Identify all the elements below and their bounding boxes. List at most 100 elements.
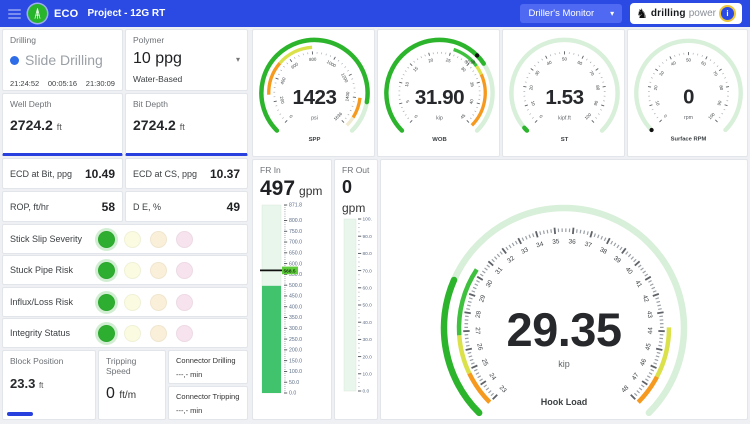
risk-indicator-active <box>98 325 115 342</box>
bit-depth-value: 2724.2 <box>133 117 176 133</box>
svg-text:100.0: 100.0 <box>363 217 373 223</box>
block-position-unit: ft <box>39 381 43 390</box>
risk-indicator-active <box>98 294 115 311</box>
risk-indicator <box>124 262 141 279</box>
app-logo <box>28 4 47 23</box>
risk-indicator <box>150 262 167 279</box>
svg-text:300.0: 300.0 <box>289 326 302 332</box>
svg-text:20: 20 <box>528 84 534 90</box>
svg-text:29: 29 <box>478 294 487 303</box>
menu-icon[interactable] <box>8 9 21 19</box>
svg-text:60.0: 60.0 <box>363 286 373 292</box>
svg-text:45: 45 <box>644 342 652 351</box>
svg-text:42: 42 <box>641 294 650 303</box>
svg-text:800: 800 <box>309 57 317 62</box>
svg-text:44: 44 <box>647 327 654 335</box>
svg-text:0: 0 <box>538 114 544 120</box>
svg-text:30: 30 <box>658 70 665 77</box>
svg-text:35: 35 <box>552 238 560 246</box>
connector-tripping-label: Connector Tripping <box>176 392 240 401</box>
brand-name-bold: drilling <box>651 8 686 19</box>
block-position-label: Block Position <box>10 356 88 366</box>
svg-text:0: 0 <box>663 113 669 119</box>
svg-text:40.0: 40.0 <box>363 320 373 326</box>
view-selector-label: Driller's Monitor <box>528 8 594 19</box>
connector-drilling-value: ---,- min <box>176 370 240 379</box>
svg-text:15: 15 <box>412 65 419 72</box>
svg-text:20: 20 <box>653 84 659 90</box>
svg-text:200.0: 200.0 <box>289 348 302 354</box>
svg-text:1000: 1000 <box>326 59 337 69</box>
svg-text:50.0: 50.0 <box>363 303 373 309</box>
integrity-indicators <box>98 325 193 342</box>
brand-name-light: power <box>689 8 716 19</box>
svg-text:32: 32 <box>506 255 516 265</box>
svg-text:100.0: 100.0 <box>289 369 302 375</box>
svg-text:60: 60 <box>700 60 707 67</box>
polymer-selector[interactable]: 10 ppg ▾ <box>133 50 240 68</box>
svg-text:20: 20 <box>428 57 435 63</box>
chevron-down-icon: ▾ <box>236 55 240 64</box>
flow-in-value: 497 <box>260 177 295 201</box>
integrity-row: Integrity Status <box>2 318 248 348</box>
info-icon[interactable]: i <box>719 5 736 22</box>
svg-text:40: 40 <box>468 98 474 105</box>
ecd-cs-cell: ECD at CS, ppg 10.37 <box>125 158 248 189</box>
risk-indicator <box>176 294 193 311</box>
stick-slip-label: Stick Slip Severity <box>10 234 98 244</box>
svg-text:50.0: 50.0 <box>289 380 299 386</box>
risk-indicator <box>150 294 167 311</box>
svg-text:30.00: 30.00 <box>465 59 476 64</box>
svg-text:40: 40 <box>546 59 553 66</box>
bit-depth-unit: ft <box>180 122 185 132</box>
svg-text:0: 0 <box>683 87 694 109</box>
flow-in-unit: gpm <box>299 184 322 198</box>
flow-out-card: FR Out 0 gpm 100.090.080.070.060.050.040… <box>334 159 378 420</box>
svg-text:30: 30 <box>485 279 495 289</box>
svg-text:10: 10 <box>404 81 410 88</box>
svg-text:700.0: 700.0 <box>289 240 302 246</box>
block-position-value: 23.3 <box>10 376 35 391</box>
svg-text:450.0: 450.0 <box>289 294 302 300</box>
risk-indicator <box>150 325 167 342</box>
time-start: 21:24:52 <box>10 79 39 88</box>
svg-text:46: 46 <box>639 357 648 367</box>
svg-text:750.0: 750.0 <box>289 229 302 235</box>
svg-text:500.0: 500.0 <box>289 283 302 289</box>
svg-text:psi: psi <box>311 116 318 122</box>
tripping-speed-value: 0 <box>106 385 115 402</box>
ecd-bit-cell: ECD at Bit, ppg 10.49 <box>2 158 123 189</box>
influx-loss-label: Influx/Loss Risk <box>10 297 98 307</box>
svg-text:10: 10 <box>654 100 660 107</box>
risk-indicator <box>176 231 193 248</box>
svg-text:1636: 1636 <box>333 111 344 122</box>
svg-text:37: 37 <box>584 241 593 250</box>
flow-out-unit: gpm <box>342 201 370 215</box>
svg-text:350.0: 350.0 <box>289 315 302 321</box>
svg-text:24: 24 <box>487 372 497 382</box>
svg-text:Hook Load: Hook Load <box>541 397 588 407</box>
svg-text:100: 100 <box>584 112 593 121</box>
view-selector-dropdown[interactable]: Driller's Monitor ▾ <box>520 4 622 23</box>
drilling-label: Drilling <box>10 35 115 45</box>
svg-text:28: 28 <box>475 310 483 319</box>
polymer-value: 10 ppg <box>133 50 182 68</box>
svg-text:34: 34 <box>536 241 545 250</box>
well-depth-value: 2724.2 <box>10 117 53 133</box>
svg-text:40: 40 <box>670 60 677 67</box>
polymer-card: Polymer 10 ppg ▾ Water-Based <box>125 29 248 91</box>
svg-text:rpm: rpm <box>684 115 693 121</box>
svg-text:33: 33 <box>520 246 530 256</box>
stuck-pipe-row: Stuck Pipe Risk <box>2 255 248 285</box>
svg-text:400.0: 400.0 <box>289 304 302 310</box>
flow-out-value: 0 <box>342 177 370 198</box>
de-cell: D E, % 49 <box>125 191 248 222</box>
well-depth-card: Well Depth 2724.2 ft <box>2 93 123 156</box>
svg-text:1400: 1400 <box>344 91 350 102</box>
risk-indicator <box>124 294 141 311</box>
time-current: 21:30:09 <box>86 79 115 88</box>
tripping-speed-unit: ft/m <box>119 390 136 401</box>
svg-text:10: 10 <box>530 100 536 107</box>
